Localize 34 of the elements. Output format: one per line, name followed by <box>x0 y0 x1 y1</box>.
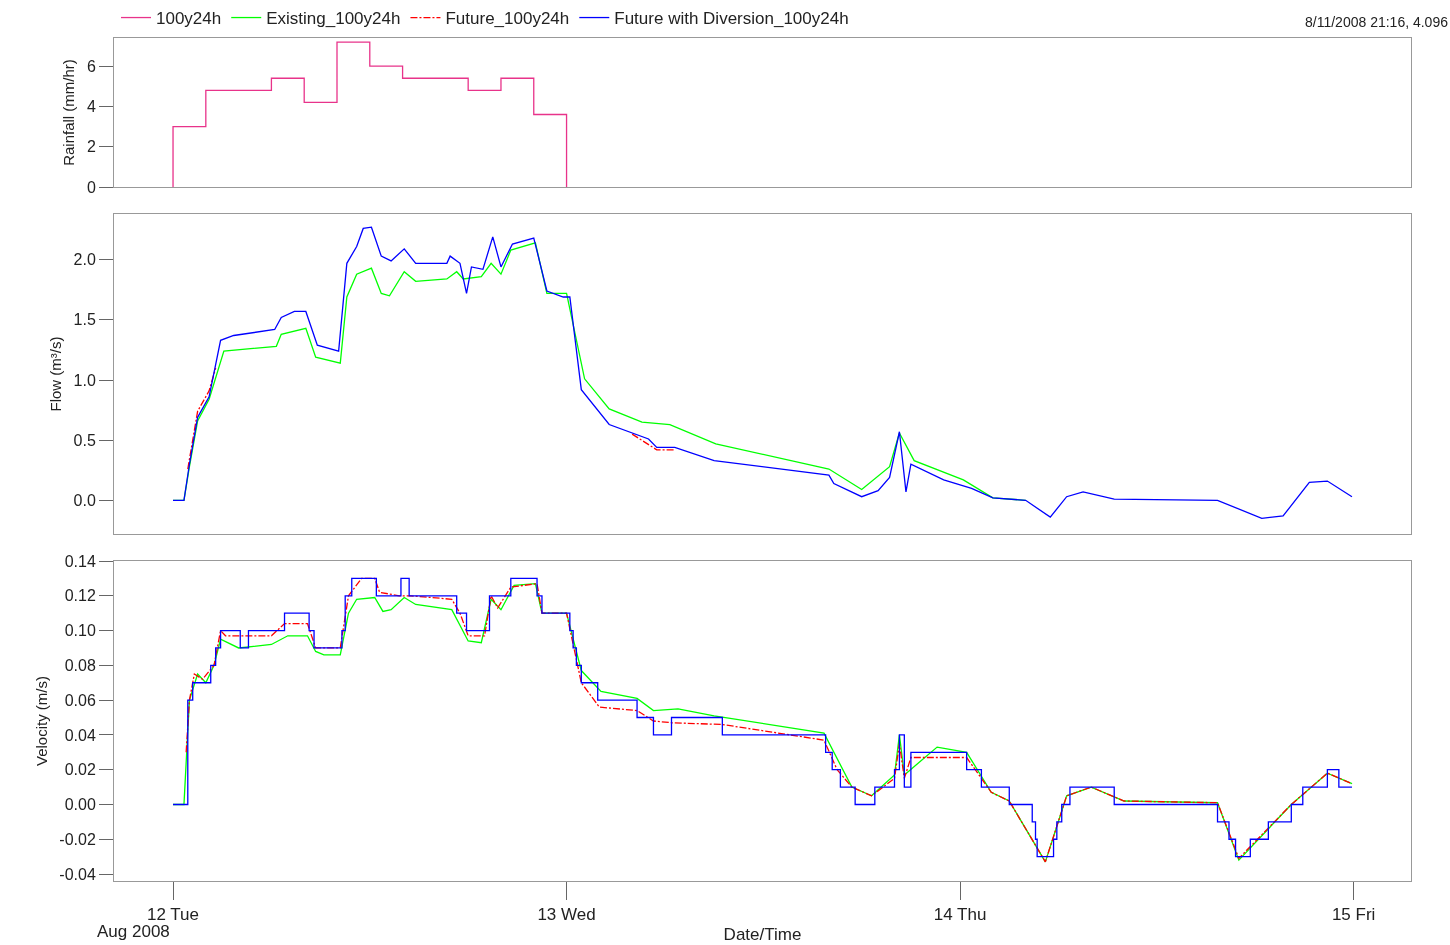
y-axis-title: Rainfall (mm/hr) <box>60 59 78 166</box>
y-tick-label: 1.0 <box>73 371 96 389</box>
y-tick-label: 6 <box>86 57 96 75</box>
x-tick-label: 13 Wed <box>537 905 596 925</box>
x-tick-label: 14 Thu <box>933 905 987 925</box>
y-tick-label: 4 <box>86 98 96 116</box>
y-tick-label: 0.14 <box>64 552 96 570</box>
y-axis-title: Flow (m³/s) <box>46 336 64 412</box>
y-tick-label: 0.08 <box>64 656 96 674</box>
y-tick-label: 0.0 <box>73 491 96 509</box>
y-tick-label: 0.04 <box>64 726 96 744</box>
y-tick-label: 0.02 <box>64 761 96 779</box>
y-tick-label: 0.00 <box>64 796 96 814</box>
y-tick-label: 2 <box>86 138 96 156</box>
y-tick-label: 1.5 <box>73 311 96 329</box>
text: Aug 2008 <box>97 922 170 941</box>
x-tick-label: 15 Fri <box>1331 905 1376 925</box>
legend-label: Future with Diversion_100y24h <box>614 9 849 29</box>
line-series <box>172 226 1353 520</box>
y-axis-title: Velocity (m/s) <box>32 675 50 767</box>
x-tick-label: 12 Tue <box>147 905 200 925</box>
x-axis-title: Date/Time <box>723 924 802 944</box>
text: 8/11/2008 21:16, 4.096 <box>1305 14 1449 30</box>
y-tick-label: 0.5 <box>73 431 96 449</box>
legend-label: 100y24h <box>156 9 222 29</box>
y-tick-label: 0 <box>86 178 96 196</box>
y-tick-label: 2.0 <box>73 251 96 269</box>
y-tick-label: 0.10 <box>64 622 96 640</box>
legend-label: Existing_100y24h <box>266 9 401 29</box>
y-tick-label: 0.12 <box>64 587 96 605</box>
legend-label: Future_100y24h <box>445 9 570 29</box>
y-tick-label: 0.06 <box>64 691 96 709</box>
y-tick-label: -0.02 <box>59 830 96 848</box>
y-tick-label: -0.04 <box>59 865 96 883</box>
